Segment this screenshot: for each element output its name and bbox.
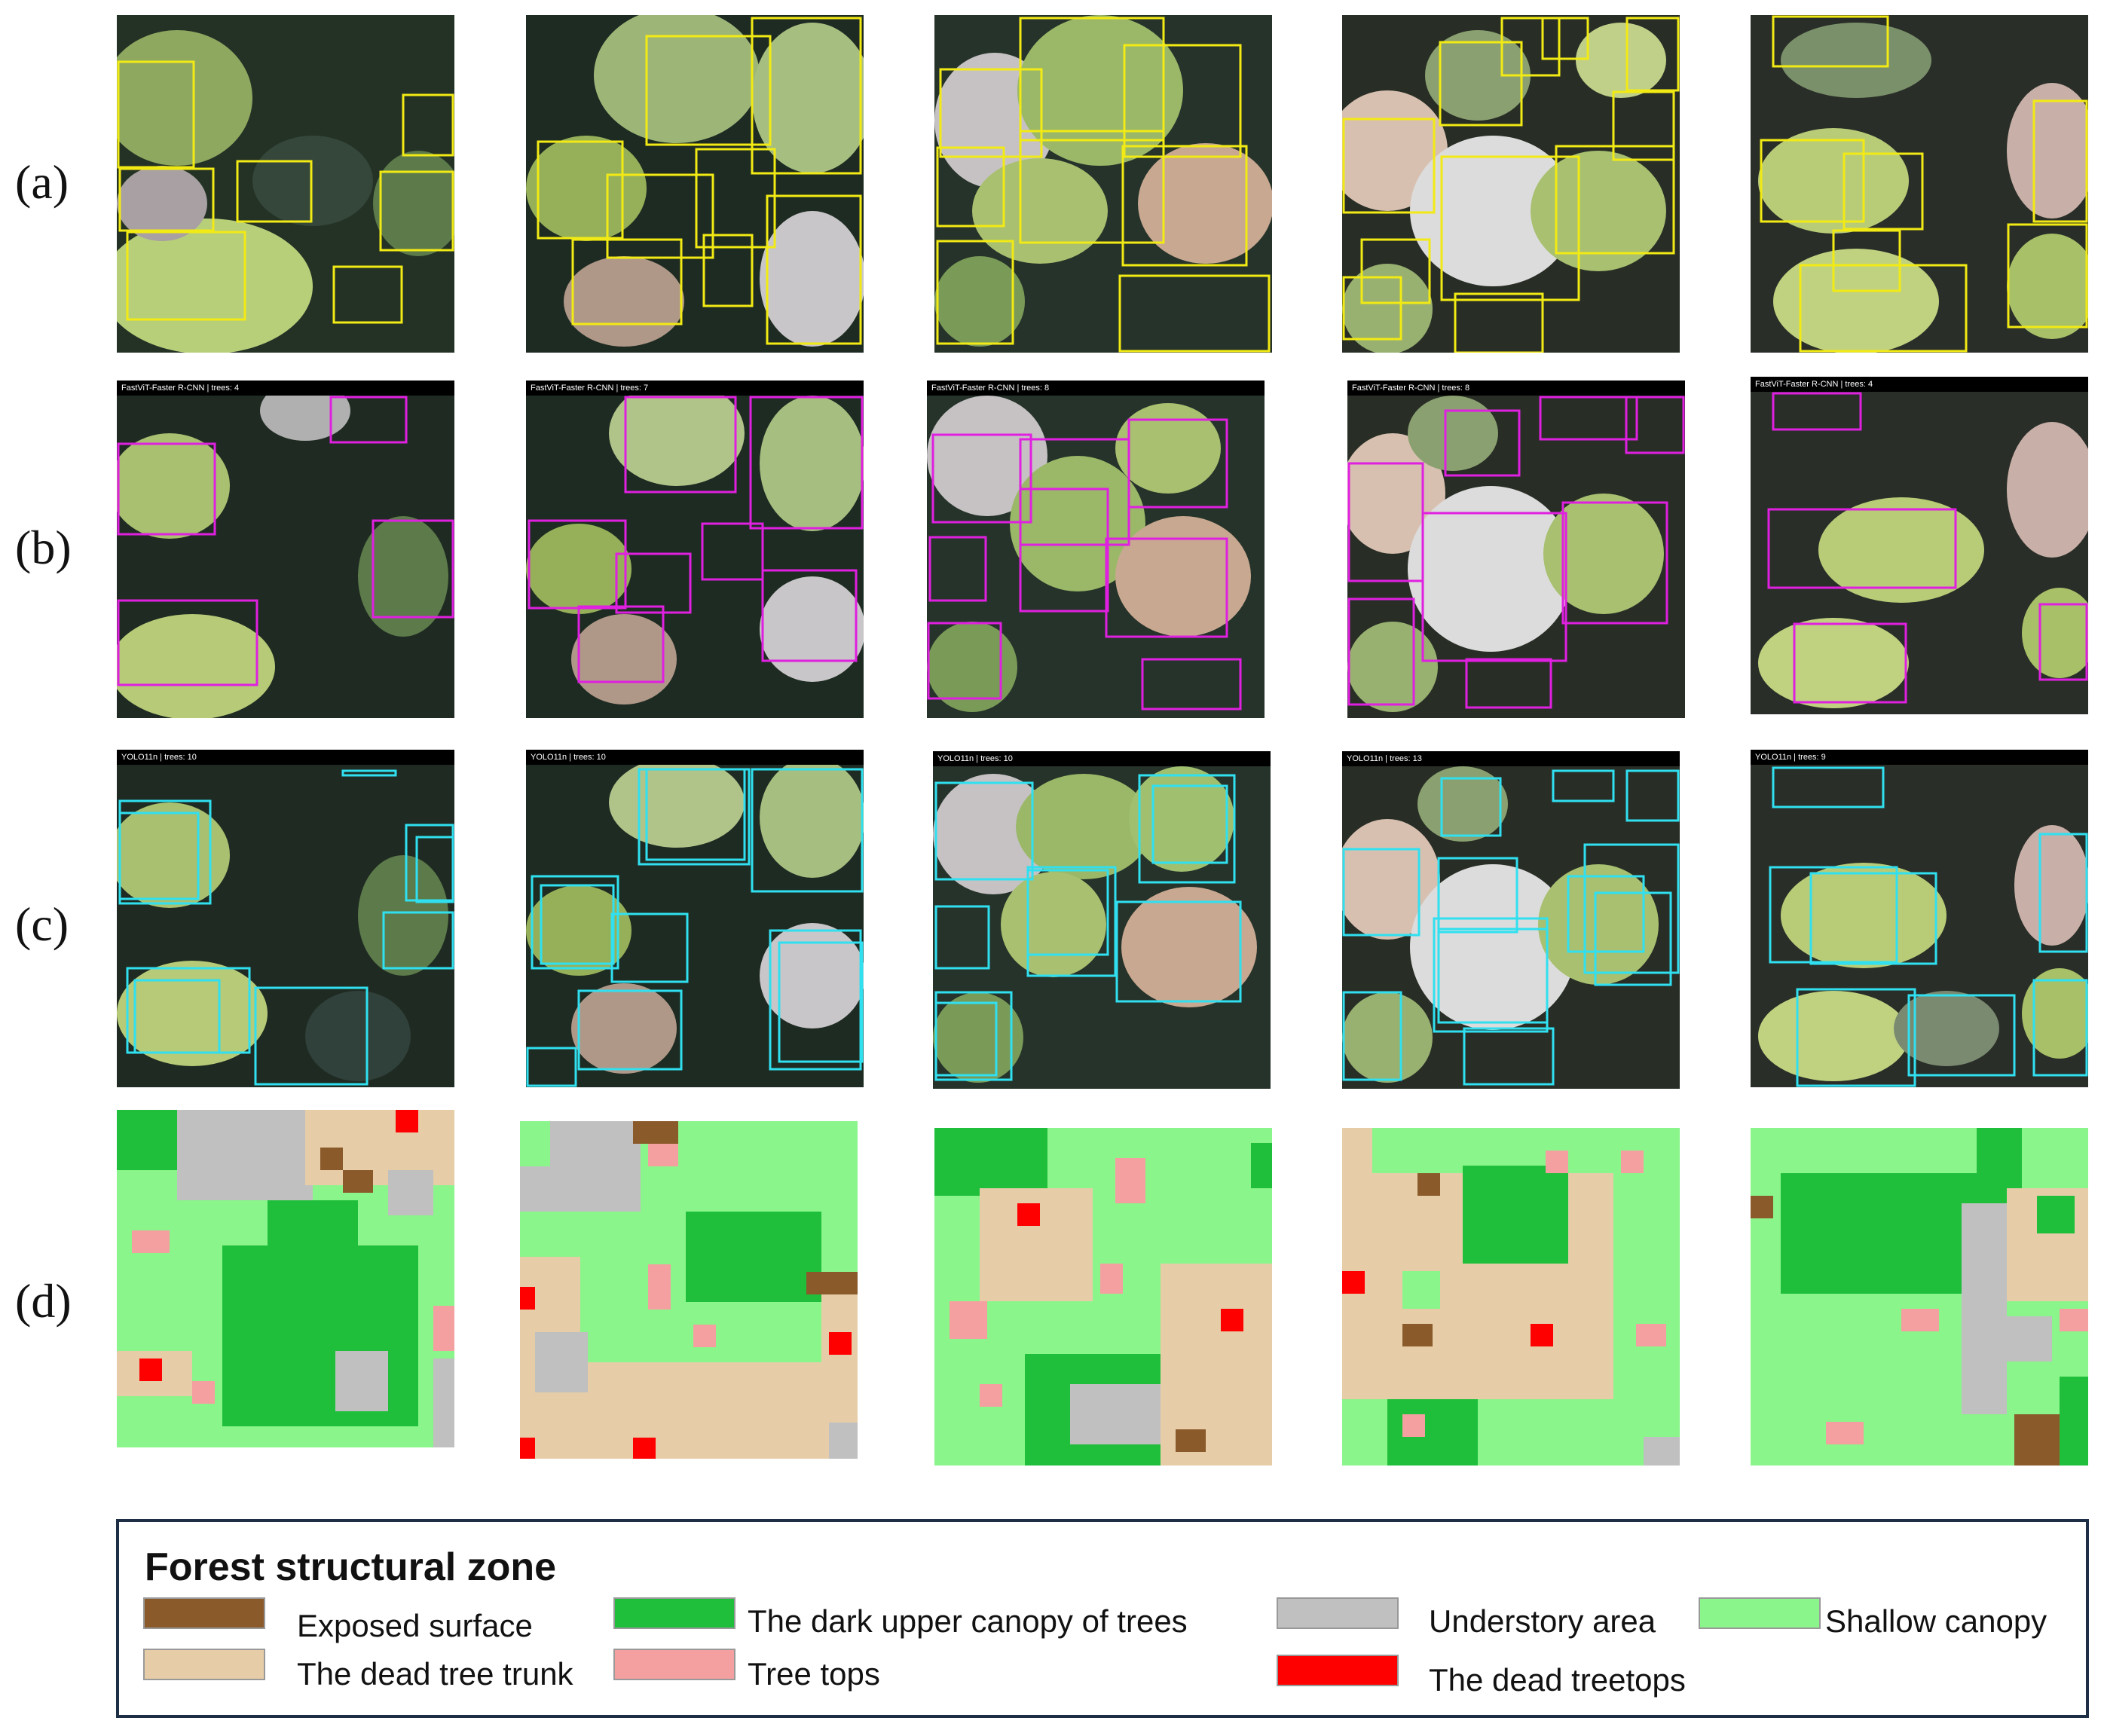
detection-header: FastViT-Faster R-CNN | trees: 7 (526, 381, 864, 396)
aerial-photo (117, 381, 454, 718)
aerial-image-a5 (1751, 15, 2088, 353)
legend-swatch-dark-canopy (613, 1597, 735, 1629)
detection-image-b3: FastViT-Faster R-CNN | trees: 8 (927, 381, 1265, 718)
detection-image-b1: FastViT-Faster R-CNN | trees: 4 (117, 381, 454, 718)
aerial-image-a1 (117, 15, 454, 353)
aerial-photo (934, 15, 1272, 353)
aerial-photo (1751, 377, 2088, 714)
model-name: YOLO11n (121, 753, 158, 762)
model-name: FastViT-Faster R-CNN (1352, 384, 1436, 393)
tree-count: trees: 8 (1021, 384, 1050, 393)
detection-header: FastViT-Faster R-CNN | trees: 4 (1751, 377, 2088, 392)
segmentation-map-d1 (117, 1110, 454, 1447)
legend-label-dead-trunk: The dead tree trunk (297, 1656, 573, 1692)
segmentation-map-d2 (520, 1121, 858, 1459)
legend-label-exposed: Exposed surface (297, 1608, 533, 1643)
legend-title: Forest structural zone (145, 1545, 557, 1589)
tree-count: trees: 10 (573, 753, 606, 762)
detection-header: YOLO11n | trees: 13 (1342, 751, 1680, 766)
segmentation-grid (934, 1128, 1272, 1466)
detection-image-c3: YOLO11n | trees: 10 (933, 751, 1271, 1089)
detection-image-b5: FastViT-Faster R-CNN | trees: 4 (1751, 377, 2088, 714)
tree-count: trees: 10 (164, 753, 197, 762)
detection-header: FastViT-Faster R-CNN | trees: 4 (117, 381, 454, 396)
aerial-photo (1751, 15, 2088, 353)
legend-label-dead-tops: The dead treetops (1429, 1662, 1686, 1698)
detection-header: FastViT-Faster R-CNN | trees: 8 (927, 381, 1265, 396)
segmentation-grid (520, 1121, 858, 1459)
legend-swatch-exposed (143, 1597, 265, 1629)
legend-box: Forest structural zone Exposed surface T… (116, 1519, 2089, 1718)
row-label-b: (b) (15, 521, 72, 574)
legend-label-dark-canopy: The dark upper canopy of trees (748, 1603, 1188, 1639)
legend-swatch-understory (1277, 1597, 1399, 1629)
model-name: FastViT-Faster R-CNN (121, 384, 205, 393)
segmentation-map-d4 (1342, 1128, 1680, 1466)
segmentation-map-d3 (934, 1128, 1272, 1466)
aerial-image-a4 (1342, 15, 1680, 353)
aerial-photo (933, 751, 1271, 1089)
detection-image-c5: YOLO11n | trees: 9 (1751, 750, 2088, 1087)
aerial-photo (1347, 381, 1685, 718)
detection-image-b4: FastViT-Faster R-CNN | trees: 8 (1347, 381, 1685, 718)
aerial-photo (526, 750, 864, 1087)
aerial-photo (1751, 750, 2088, 1087)
model-name: YOLO11n (1347, 754, 1384, 763)
aerial-photo (927, 381, 1265, 718)
segmentation-grid (1751, 1128, 2088, 1466)
legend-swatch-shallow (1699, 1597, 1821, 1629)
detection-header: FastViT-Faster R-CNN | trees: 8 (1347, 381, 1685, 396)
legend-label-tree-tops: Tree tops (748, 1656, 880, 1692)
detection-header: YOLO11n | trees: 10 (526, 750, 864, 765)
row-label-a: (a) (15, 155, 69, 209)
segmentation-map-d5 (1751, 1128, 2088, 1466)
tree-count: trees: 10 (980, 754, 1013, 763)
detection-image-c2: YOLO11n | trees: 10 (526, 750, 864, 1087)
tree-count: trees: 8 (1442, 384, 1470, 393)
model-name: YOLO11n (937, 754, 974, 763)
legend-swatch-tree-tops (613, 1649, 735, 1680)
aerial-image-a2 (526, 15, 864, 353)
aerial-photo (1342, 15, 1680, 353)
aerial-photo (117, 750, 454, 1087)
tree-count: trees: 7 (620, 384, 649, 393)
segmentation-grid (1342, 1128, 1680, 1466)
model-name: FastViT-Faster R-CNN (531, 384, 614, 393)
legend-swatch-dead-tops (1277, 1655, 1399, 1686)
tree-count: trees: 13 (1390, 754, 1422, 763)
aerial-photo (1342, 751, 1680, 1089)
row-label-d: (d) (15, 1274, 72, 1328)
row-label-c: (c) (15, 897, 69, 951)
detection-header: YOLO11n | trees: 10 (933, 751, 1271, 766)
model-name: FastViT-Faster R-CNN (1755, 380, 1839, 389)
model-name: FastViT-Faster R-CNN (931, 384, 1015, 393)
aerial-image-a3 (934, 15, 1272, 353)
model-name: YOLO11n (1755, 753, 1792, 762)
model-name: YOLO11n (531, 753, 567, 762)
segmentation-grid (117, 1110, 454, 1447)
detection-image-b2: FastViT-Faster R-CNN | trees: 7 (526, 381, 864, 718)
tree-count: trees: 4 (211, 384, 240, 393)
aerial-photo (117, 15, 454, 353)
tree-count: trees: 9 (1798, 753, 1826, 762)
detection-image-c4: YOLO11n | trees: 13 (1342, 751, 1680, 1089)
legend-label-understory: Understory area (1429, 1603, 1656, 1639)
detection-header: YOLO11n | trees: 10 (117, 750, 454, 765)
legend-label-shallow: Shallow canopy (1825, 1603, 2047, 1639)
aerial-photo (526, 15, 864, 353)
detection-image-c1: YOLO11n | trees: 10 (117, 750, 454, 1087)
aerial-photo (526, 381, 864, 718)
tree-count: trees: 4 (1845, 380, 1873, 389)
detection-header: YOLO11n | trees: 9 (1751, 750, 2088, 765)
legend-swatch-dead-trunk (143, 1649, 265, 1680)
